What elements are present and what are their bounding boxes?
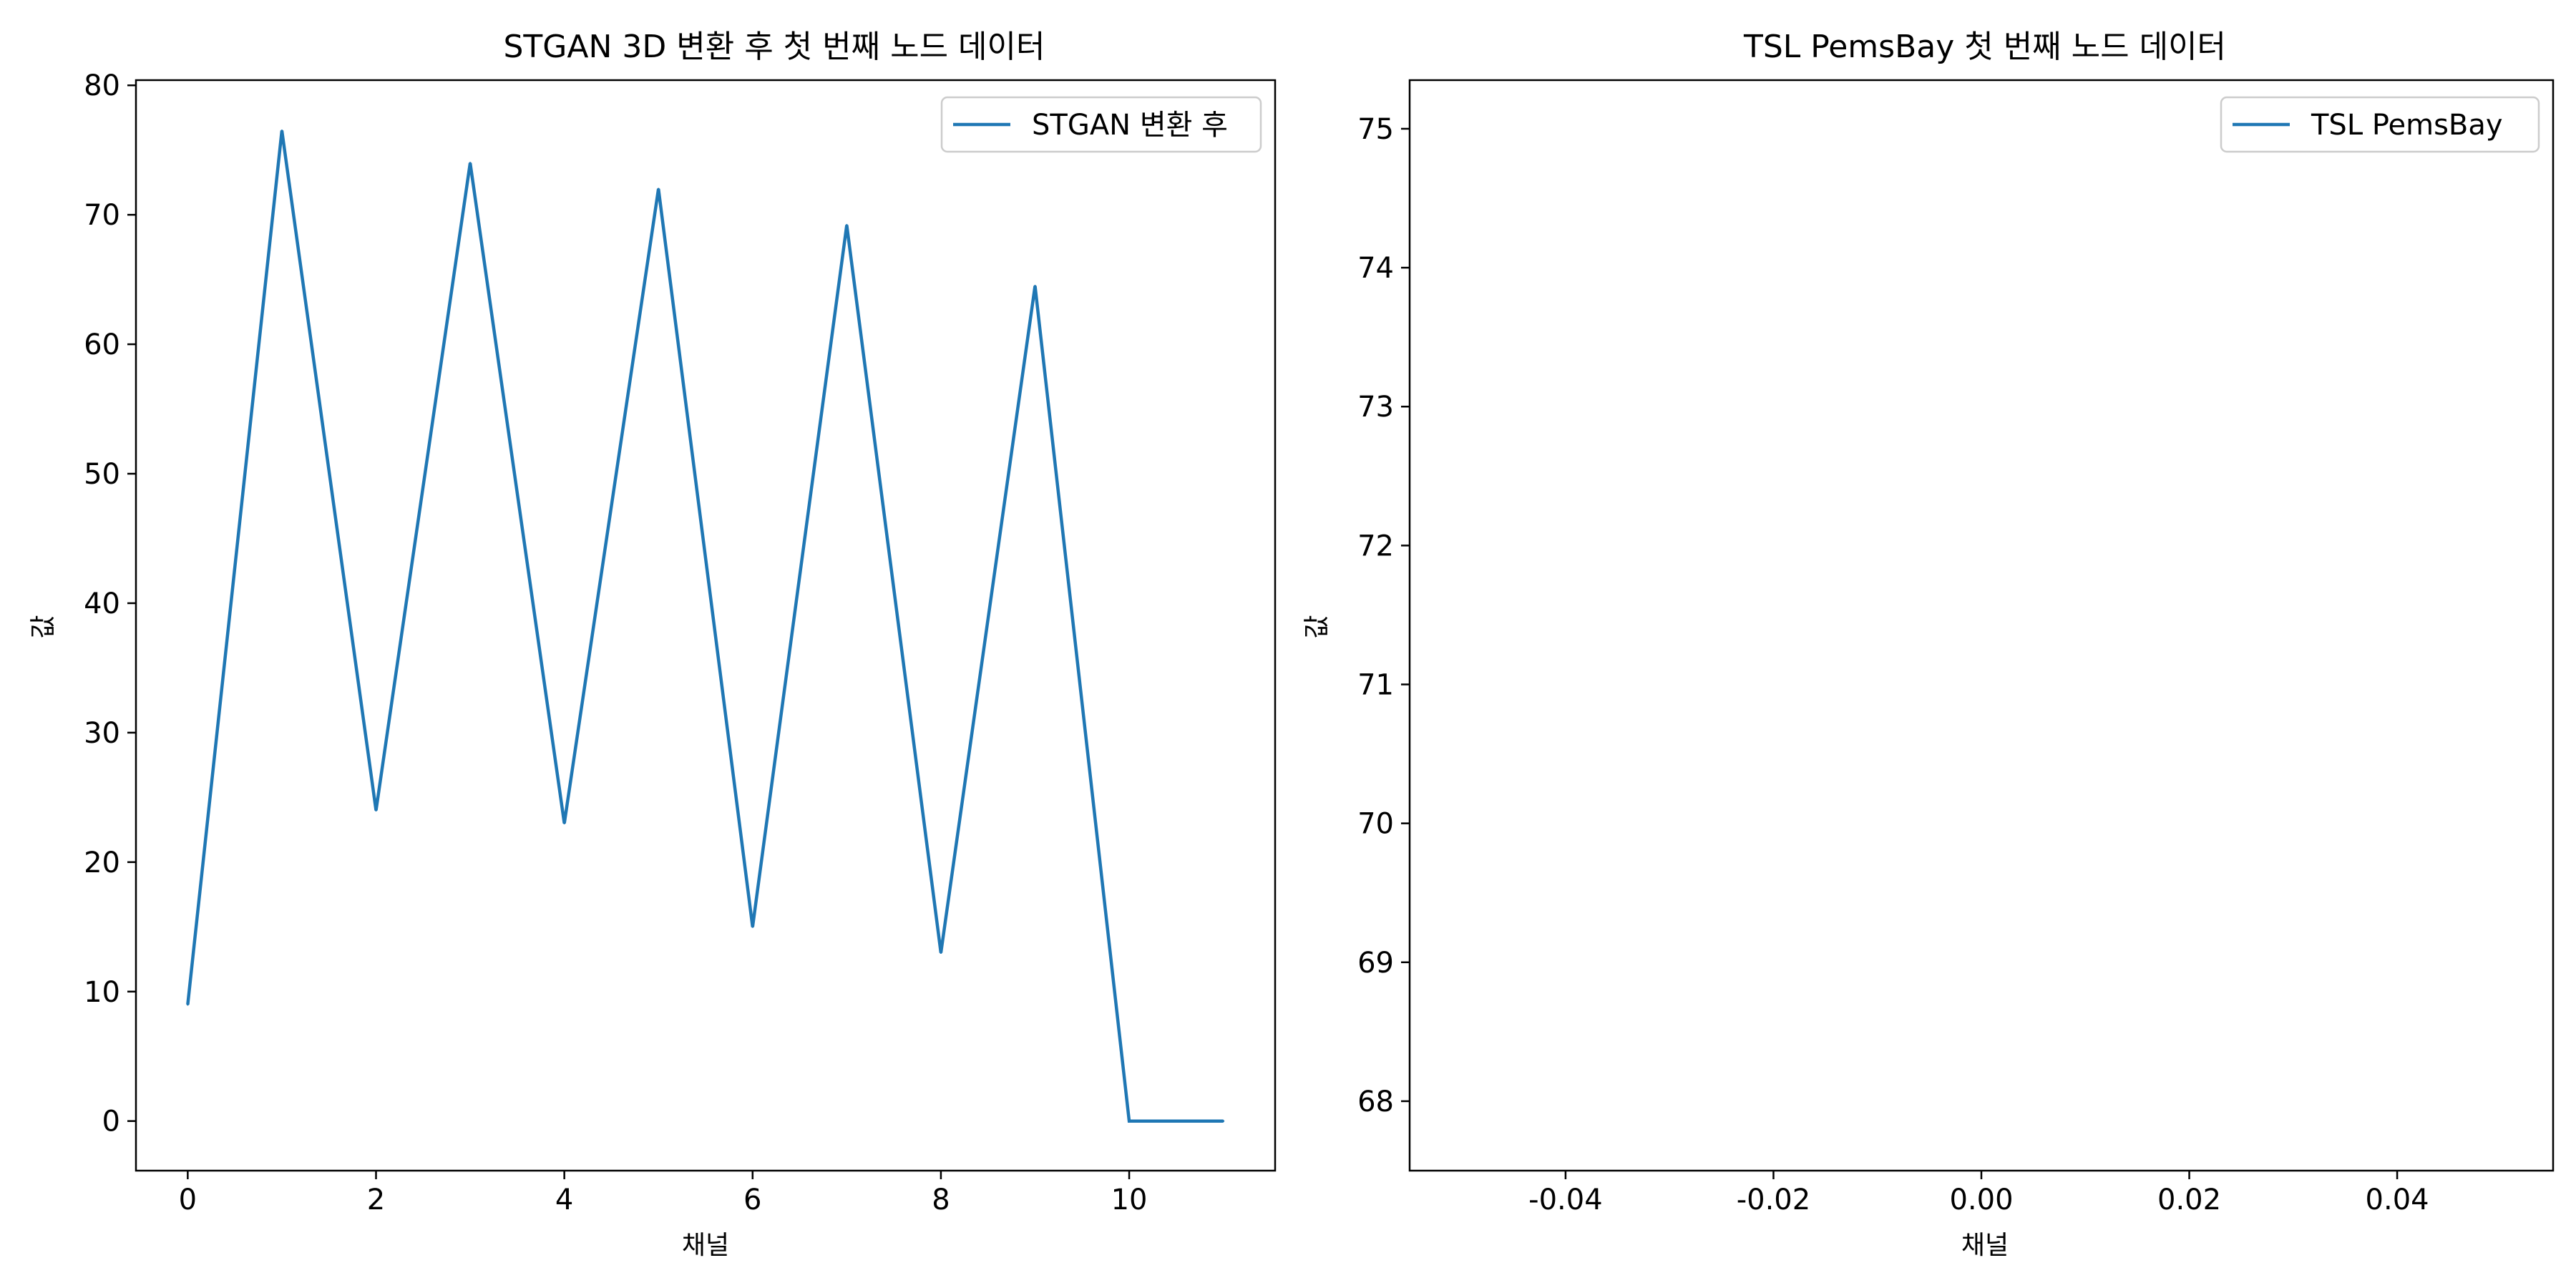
left-chart-x-tick-label: 0 <box>179 1184 197 1216</box>
left-chart-data-point <box>751 925 754 928</box>
right-chart-x-tick-label: 0.04 <box>2366 1184 2429 1216</box>
left-chart-y-tick-label: 50 <box>84 458 120 491</box>
left-chart-title: STGAN 3D 변환 후 첫 번째 노드 데이터 <box>504 29 1045 65</box>
right-chart-y-tick-label: 71 <box>1357 669 1394 702</box>
left-chart-legend-label: STGAN 변환 후 <box>1032 109 1228 142</box>
right-chart-x-tick-label: 0.00 <box>1949 1184 2013 1216</box>
left-chart-data-point <box>1128 1120 1131 1123</box>
left-chart-data-point <box>563 822 566 825</box>
right-chart-x-tick-label: 0.02 <box>2157 1184 2221 1216</box>
left-chart-data-point <box>940 951 942 954</box>
left-chart-data-point <box>1222 1120 1225 1123</box>
right-chart-y-tick-label: 74 <box>1357 252 1394 285</box>
right-chart: TSL PemsBay 첫 번째 노드 데이터 채널 값 -0.04 -0.02 0… <box>1302 29 2555 1260</box>
left-chart-x-tick-label: 4 <box>555 1184 573 1216</box>
right-chart-y-tick-label: 73 <box>1357 391 1394 424</box>
left-chart-data-point <box>375 809 378 811</box>
left-chart-y-tick-label: 0 <box>102 1106 120 1138</box>
left-chart-y-tick-label: 10 <box>84 976 120 1009</box>
right-chart-y-tick-label: 72 <box>1357 530 1394 562</box>
left-chart-data-point <box>469 162 472 165</box>
left-chart-plot-frame <box>135 79 1277 1172</box>
left-chart-series-line <box>186 130 1224 1123</box>
left-chart-data-point <box>1033 285 1036 288</box>
right-chart-x-tick-label: -0.04 <box>1528 1184 1603 1216</box>
left-chart-y-tick-label: 60 <box>84 328 120 361</box>
right-chart-legend-label: TSL PemsBay <box>2311 109 2503 142</box>
left-chart-data-point <box>280 130 283 132</box>
left-chart-y-tick-label: 70 <box>84 199 120 232</box>
left-chart-y-tick-label: 40 <box>84 587 120 620</box>
right-chart-legend: TSL PemsBay <box>2220 96 2540 153</box>
right-chart-y-tick-label: 69 <box>1357 947 1394 980</box>
right-chart-y-tick-label: 68 <box>1357 1085 1394 1118</box>
left-chart-x-tick-label: 6 <box>743 1184 761 1216</box>
left-chart-data-point <box>845 224 848 227</box>
left-chart-legend-box <box>940 96 1262 153</box>
right-chart-x-axis-label: 채널 <box>1961 1231 2009 1260</box>
left-chart-x-axis-label: 채널 <box>682 1231 729 1260</box>
left-chart-y-tick-label: 20 <box>84 847 120 879</box>
right-chart-y-tick-label: 75 <box>1357 113 1394 146</box>
left-chart-data-point <box>657 187 660 190</box>
left-chart-data-point <box>186 1003 189 1006</box>
right-chart-y-tick-label: 70 <box>1357 808 1394 841</box>
left-chart-x-tick-label: 10 <box>1111 1184 1148 1216</box>
left-chart-x-tick-label: 8 <box>932 1184 950 1216</box>
right-chart-y-axis-label: 값 <box>1302 615 1332 638</box>
right-chart-title: TSL PemsBay 첫 번째 노드 데이터 <box>1743 29 2226 65</box>
left-chart-y-tick-label: 80 <box>84 69 120 102</box>
right-chart-legend-box <box>2220 96 2540 153</box>
left-chart-legend: STGAN 변환 후 <box>940 96 1262 153</box>
left-chart: STGAN 3D 변환 후 첫 번째 노드 데이터 채널 값 0 2 4 6 8 10 0 1… <box>29 29 1277 1260</box>
left-chart-x-tick-label: 2 <box>367 1184 385 1216</box>
left-chart-y-tick-label: 30 <box>84 717 120 750</box>
left-chart-y-axis-label: 값 <box>29 615 58 638</box>
right-chart-x-tick-label: -0.02 <box>1737 1184 1811 1216</box>
